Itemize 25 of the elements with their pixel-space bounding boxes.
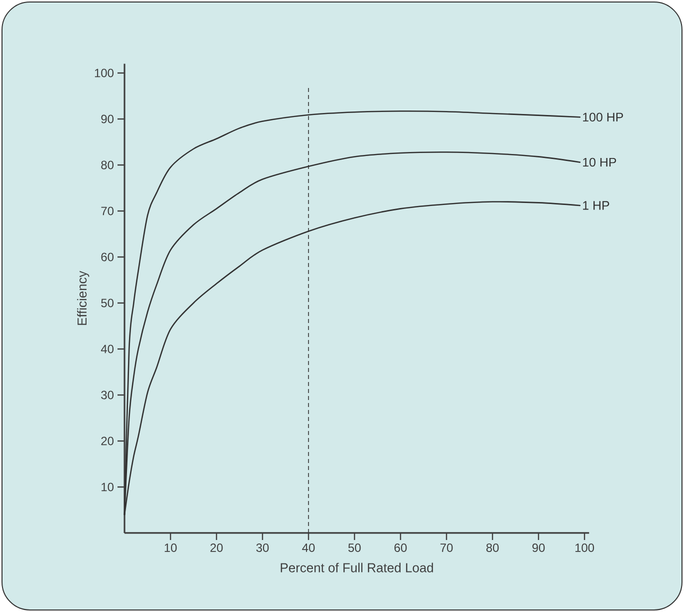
y-tick-label: 40 [100, 344, 114, 354]
y-tick-label: 80 [101, 160, 114, 170]
y-tick-label: 60 [101, 252, 114, 262]
x-tick-label: 100 [575, 544, 594, 552]
x-tick-label: 30 [256, 544, 269, 552]
y-tick-label: 90 [101, 114, 114, 124]
series-label: 1 HP [583, 201, 610, 210]
x-tick-label: 80 [486, 544, 499, 552]
x-axis-title: Percent of Full Rated Load [280, 562, 433, 572]
y-tick-label: 100 [94, 68, 114, 78]
series-label: 100 HP [583, 112, 623, 122]
x-tick-label: 10 [164, 544, 177, 552]
x-tick-label: 40 [302, 544, 315, 552]
x-tick-label: 60 [394, 544, 407, 552]
x-tick-label: 20 [210, 544, 223, 552]
y-tick-label: 30 [101, 390, 114, 400]
y-tick-label: 20 [101, 436, 114, 446]
x-tick-label: 50 [348, 544, 361, 552]
y-tick-label: 70 [101, 206, 114, 216]
y-tick-label: 10 [102, 482, 114, 492]
x-tick-label: 70 [440, 544, 453, 552]
y-tick-label: 50 [101, 298, 114, 308]
series-label: 10 HP [583, 158, 616, 167]
y-axis-title: Efficiency [77, 270, 90, 325]
x-tick-label: 90 [532, 544, 545, 552]
